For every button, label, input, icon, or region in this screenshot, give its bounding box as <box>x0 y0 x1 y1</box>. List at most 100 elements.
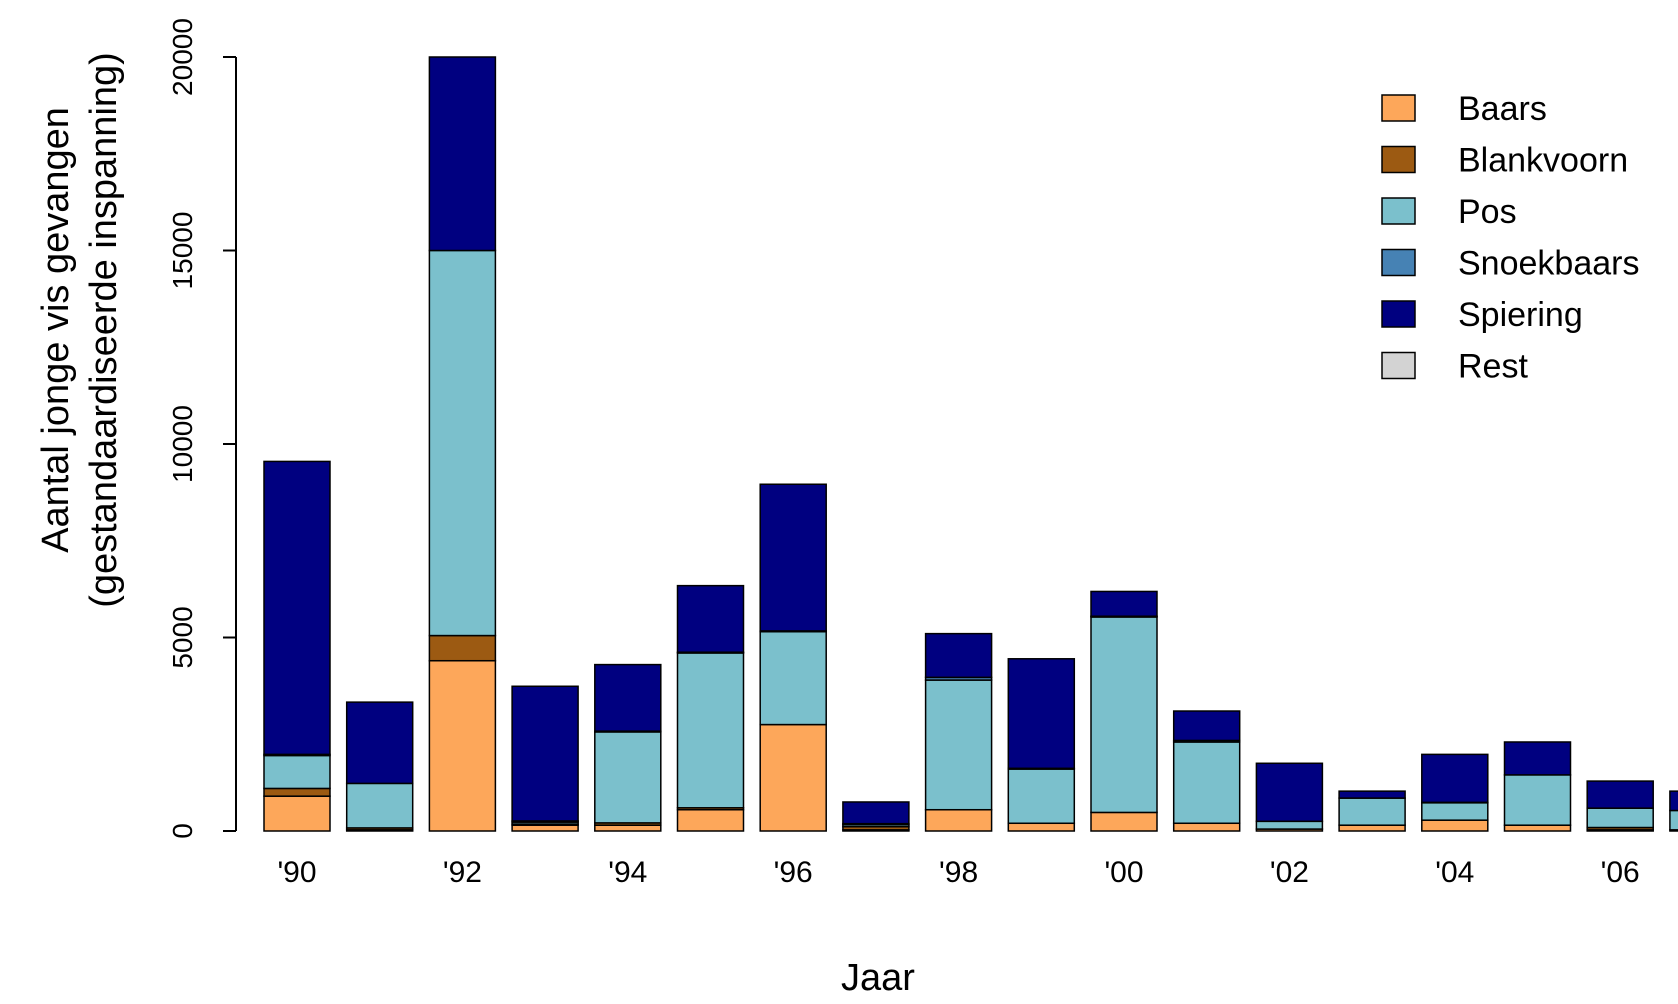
bar-blankvoorn-90 <box>263 787 331 797</box>
bar-pos-90 <box>263 754 331 790</box>
bar-baars-99 <box>1007 822 1076 832</box>
bar-pos-95 <box>676 652 745 809</box>
bar-baars-03 <box>1338 824 1406 832</box>
bar-baars-93 <box>511 824 579 832</box>
x-tick-label-94: '94 <box>608 856 647 889</box>
x-tick-label-98: '98 <box>939 856 978 889</box>
legend-item-snoekbaars: Snoekbaars <box>1381 245 1639 283</box>
legend-label-blankvoorn: Blankvoorn <box>1458 142 1628 180</box>
y-ticks: 0 5000 10000 15000 20000 <box>167 18 236 839</box>
x-tick-label-92: '92 <box>443 856 482 889</box>
x-tick-label-02: '02 <box>1270 856 1309 889</box>
bar-spiering-93 <box>511 685 579 822</box>
x-tick-label-00: '00 <box>1104 856 1143 889</box>
legend-label-rest: Rest <box>1458 348 1528 386</box>
bar-spiering-03 <box>1338 790 1406 799</box>
bar-stack-93 <box>511 685 579 832</box>
bar-pos-92 <box>428 249 497 637</box>
bar-stack-04 <box>1421 753 1489 832</box>
bar-stack-99 <box>1007 658 1076 832</box>
bar-stack-06 <box>1586 780 1654 832</box>
bar-baars-01 <box>1172 822 1241 832</box>
bar-stack-02 <box>1255 762 1324 832</box>
bar-spiering-98 <box>924 632 993 679</box>
bar-stack-96 <box>759 483 827 832</box>
legend-item-blankvoorn: Blankvoorn <box>1381 142 1628 180</box>
bar-spiering-92 <box>428 56 497 252</box>
bar-pos-02 <box>1255 820 1324 830</box>
legend-item-rest: Rest <box>1381 348 1528 386</box>
bar-spiering-99 <box>1007 658 1076 770</box>
bar-pos-03 <box>1338 797 1406 826</box>
bar-stack-01 <box>1172 710 1241 832</box>
x-tick-label-90: '90 <box>277 856 316 889</box>
legend-item-baars: Baars <box>1381 90 1547 128</box>
bar-baars-90 <box>263 795 331 832</box>
y-tick-label-20000: 20000 <box>167 18 198 96</box>
bar-stack-98 <box>924 632 993 832</box>
bar-pos-94 <box>594 731 662 824</box>
bar-spiering-91 <box>345 701 414 785</box>
bar-pos-07 <box>1669 809 1678 831</box>
bar-spiering-96 <box>759 483 827 632</box>
legend-swatch-blankvoorn <box>1381 145 1416 174</box>
legend-item-spiering: Spiering <box>1381 296 1583 334</box>
bar-baars-00 <box>1090 811 1158 832</box>
legend-swatch-pos <box>1381 197 1416 225</box>
legend-swatch-rest <box>1381 351 1416 380</box>
bar-baars-96 <box>759 723 827 832</box>
x-tick-labels: '90'92'94'96'98'00'02'04'06'08'10'12'14'… <box>277 856 1640 889</box>
bars <box>263 56 1678 832</box>
x-tick-label-96: '96 <box>774 856 813 889</box>
bar-spiering-00 <box>1090 590 1158 617</box>
bar-stack-97 <box>842 801 910 832</box>
y-axis-title-line1: Aantal jonge vis gevangen <box>35 107 77 553</box>
y-tick-label-0: 0 <box>167 823 198 839</box>
bar-stack-03 <box>1338 790 1406 832</box>
bar-spiering-02 <box>1255 762 1324 823</box>
y-axis-title-line2: (gestandaardiseerde inspanning) <box>83 52 125 608</box>
bar-stack-95 <box>676 584 745 832</box>
legend-label-baars: Baars <box>1458 90 1547 128</box>
bar-stack-07 <box>1669 790 1678 832</box>
bar-pos-05 <box>1503 774 1572 826</box>
bar-stack-91 <box>345 701 414 832</box>
bar-pos-01 <box>1172 741 1241 825</box>
bar-pos-91 <box>345 782 414 829</box>
bar-spiering-01 <box>1172 710 1241 742</box>
y-tick-label-5000: 5000 <box>167 606 198 668</box>
bar-baars-98 <box>924 808 993 832</box>
bar-pos-06 <box>1586 807 1654 829</box>
legend-swatch-spiering <box>1381 300 1416 328</box>
bar-pos-98 <box>924 679 993 811</box>
bar-pos-00 <box>1090 616 1158 814</box>
legend-swatch-snoekbaars <box>1381 248 1416 277</box>
bar-baars-04 <box>1421 819 1489 832</box>
bar-baars-05 <box>1503 824 1572 832</box>
bar-baars-94 <box>594 824 662 832</box>
bar-baars-95 <box>676 808 745 832</box>
bar-stack-00 <box>1090 590 1158 832</box>
legend-label-pos: Pos <box>1458 193 1517 231</box>
legend-label-spiering: Spiering <box>1458 296 1583 334</box>
x-tick-label-06: '06 <box>1601 856 1640 889</box>
legend-swatch-baars <box>1381 94 1416 122</box>
y-tick-label-10000: 10000 <box>167 405 198 483</box>
bar-stack-92 <box>428 56 497 832</box>
bar-pos-04 <box>1421 801 1489 821</box>
x-tick-label-04: '04 <box>1435 856 1474 889</box>
bar-stack-94 <box>594 663 662 832</box>
bar-spiering-07 <box>1669 790 1678 812</box>
x-axis-title: Jaar <box>841 957 915 999</box>
y-tick-label-15000: 15000 <box>167 212 198 290</box>
legend-item-pos: Pos <box>1381 193 1517 231</box>
bar-blankvoorn-92 <box>428 634 497 662</box>
bar-spiering-06 <box>1586 780 1654 809</box>
bar-pos-96 <box>759 630 827 726</box>
bar-baars-92 <box>428 659 497 832</box>
bar-spiering-97 <box>842 801 910 825</box>
bar-spiering-05 <box>1503 741 1572 776</box>
bar-spiering-90 <box>263 460 331 756</box>
bar-spiering-95 <box>676 584 745 653</box>
